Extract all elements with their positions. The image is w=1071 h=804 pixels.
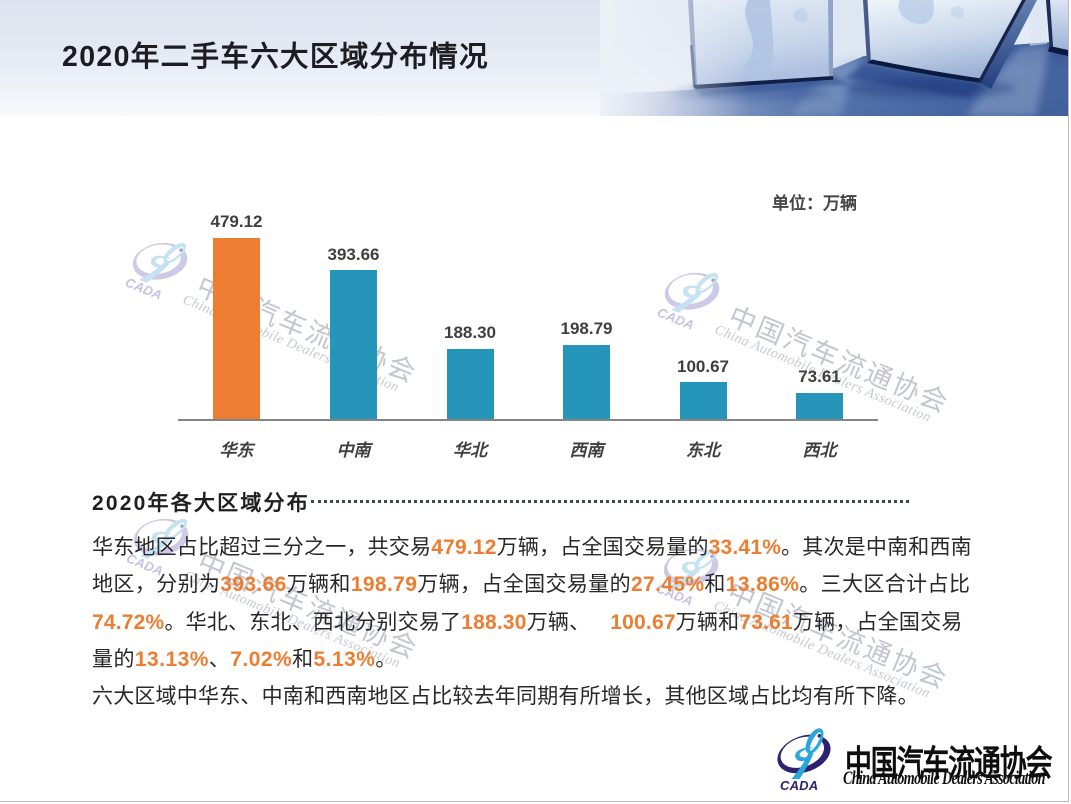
svg-text:CADA: CADA <box>655 305 696 333</box>
svg-text:CADA: CADA <box>780 778 818 793</box>
svg-text:CADA: CADA <box>123 275 164 303</box>
